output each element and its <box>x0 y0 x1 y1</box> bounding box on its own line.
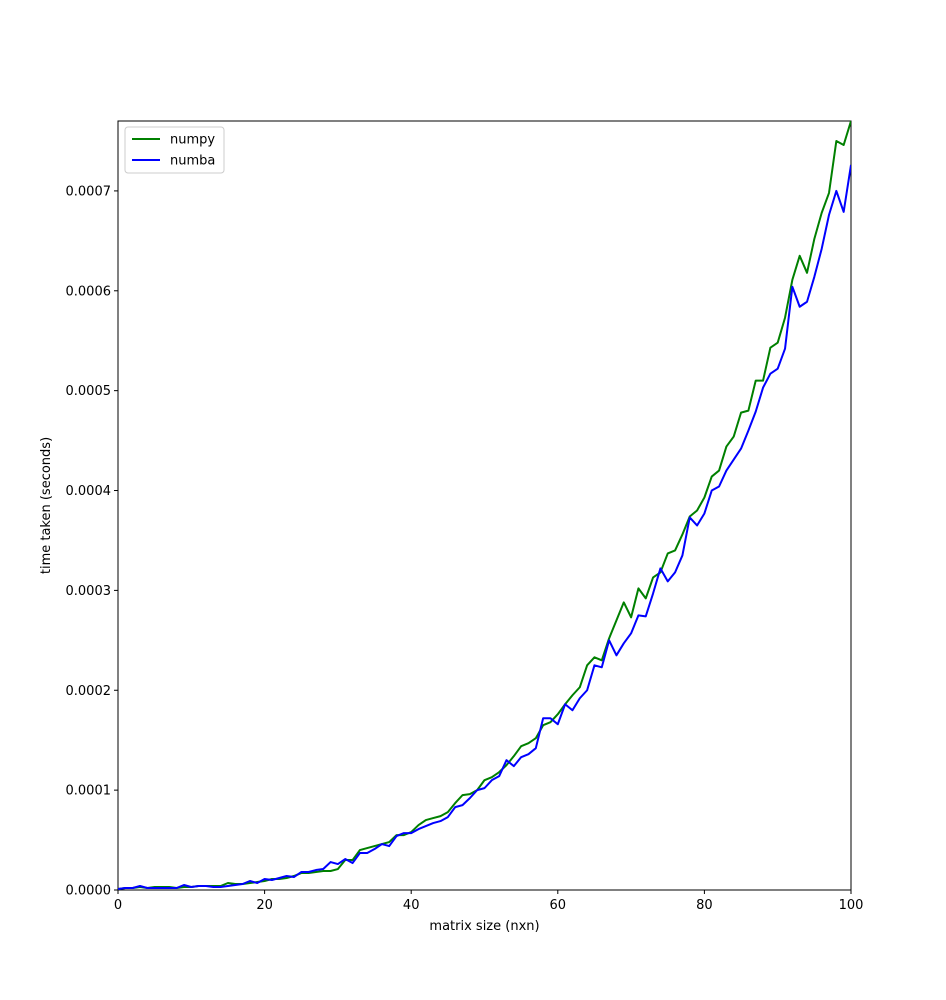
y-tick-label: 0.0003 <box>66 584 112 599</box>
legend-label: numba <box>170 154 215 169</box>
x-tick-label: 20 <box>256 898 273 913</box>
y-axis-label: time taken (seconds) <box>39 437 54 574</box>
plot-frame <box>117 120 852 891</box>
y-tick-label: 0.0007 <box>66 184 112 199</box>
y-tick-label: 0.0000 <box>66 884 112 899</box>
x-tick-label: 60 <box>550 898 567 913</box>
line-numba <box>118 164 851 890</box>
y-tick-label: 0.0006 <box>66 284 112 299</box>
x-axis-label: matrix size (nxn) <box>429 919 539 934</box>
x-tick-label: 80 <box>696 898 713 913</box>
y-tick-label: 0.0004 <box>66 484 112 499</box>
y-tick-label: 0.0001 <box>66 784 112 799</box>
y-tick-label: 0.0002 <box>66 684 112 699</box>
x-tick-label: 0 <box>114 898 122 913</box>
y-tick-label: 0.0005 <box>66 384 112 399</box>
x-tick-label: 40 <box>403 898 420 913</box>
legend-label: numpy <box>170 133 215 148</box>
line-numpy <box>118 120 851 890</box>
x-tick-label: 100 <box>839 898 864 913</box>
